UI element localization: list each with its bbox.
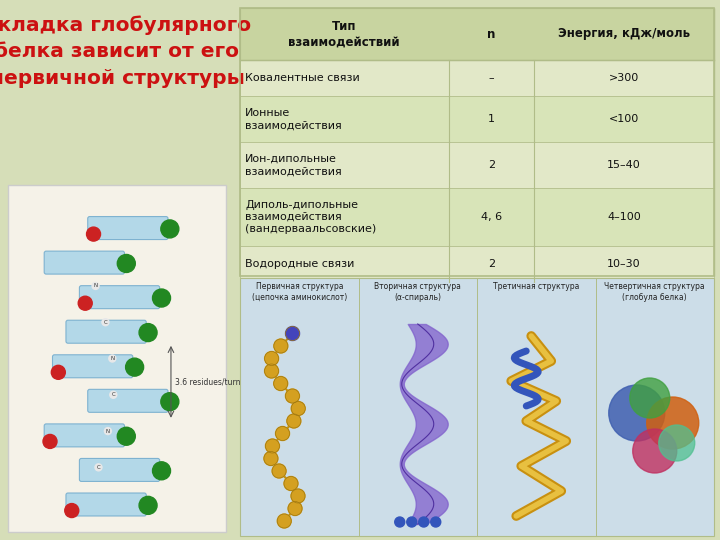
FancyBboxPatch shape — [66, 320, 146, 343]
Bar — [240, 188, 714, 246]
Text: Тип
взаимодействий: Тип взаимодействий — [289, 19, 400, 49]
Circle shape — [284, 476, 298, 490]
Bar — [240, 8, 714, 276]
Circle shape — [633, 429, 677, 473]
FancyBboxPatch shape — [44, 424, 125, 447]
Circle shape — [608, 385, 665, 441]
Circle shape — [153, 289, 171, 307]
Text: N: N — [110, 356, 114, 361]
Text: Ион-дипольные
взаимодействия: Ион-дипольные взаимодействия — [245, 154, 342, 176]
Text: Четвертичная структура
(глобула белка): Четвертичная структура (глобула белка) — [604, 282, 705, 302]
Text: Первичная структура
(цепочка аминокислот): Первичная структура (цепочка аминокислот… — [251, 282, 347, 302]
Circle shape — [95, 464, 102, 471]
Circle shape — [139, 323, 157, 342]
Circle shape — [264, 451, 278, 465]
Circle shape — [110, 392, 117, 399]
Bar — [240, 246, 714, 282]
Circle shape — [92, 282, 99, 289]
Circle shape — [109, 355, 116, 362]
Circle shape — [266, 439, 279, 453]
Text: n: n — [487, 28, 495, 40]
Circle shape — [274, 339, 288, 353]
Circle shape — [102, 319, 109, 326]
Circle shape — [659, 425, 695, 461]
Text: C: C — [112, 392, 115, 397]
Circle shape — [291, 489, 305, 503]
Circle shape — [65, 503, 78, 517]
Circle shape — [161, 393, 179, 411]
FancyBboxPatch shape — [88, 217, 168, 240]
Circle shape — [86, 227, 101, 241]
Circle shape — [139, 496, 157, 515]
FancyBboxPatch shape — [88, 389, 168, 413]
Text: N: N — [106, 429, 110, 434]
Bar — [240, 278, 714, 536]
Circle shape — [117, 254, 135, 273]
Circle shape — [285, 389, 300, 403]
Text: 2: 2 — [487, 160, 495, 170]
FancyBboxPatch shape — [53, 355, 132, 378]
Circle shape — [117, 427, 135, 446]
Bar — [240, 8, 714, 60]
Text: 10–30: 10–30 — [607, 259, 641, 269]
Circle shape — [287, 414, 301, 428]
Circle shape — [272, 464, 286, 478]
Text: 15–40: 15–40 — [607, 160, 641, 170]
Text: Укладка глобулярного
белка зависит от его
первичной структуры: Укладка глобулярного белка зависит от ег… — [0, 15, 251, 87]
Text: <100: <100 — [609, 114, 639, 124]
Circle shape — [274, 376, 288, 390]
FancyBboxPatch shape — [79, 286, 160, 309]
Circle shape — [276, 427, 289, 441]
Text: Ионные
взаимодействия: Ионные взаимодействия — [245, 108, 342, 130]
FancyBboxPatch shape — [44, 251, 125, 274]
Circle shape — [291, 402, 305, 415]
Text: 4, 6: 4, 6 — [481, 212, 502, 222]
Bar — [240, 60, 714, 96]
FancyBboxPatch shape — [79, 458, 160, 482]
Circle shape — [161, 220, 179, 238]
Circle shape — [265, 352, 279, 366]
Text: –: – — [488, 73, 494, 83]
Circle shape — [125, 358, 143, 376]
Text: 2: 2 — [487, 259, 495, 269]
Circle shape — [630, 378, 670, 418]
Circle shape — [647, 397, 698, 449]
Text: C: C — [96, 465, 100, 470]
Text: Энергия, кДж/моль: Энергия, кДж/моль — [558, 28, 690, 40]
Text: Ковалентные связи: Ковалентные связи — [245, 73, 360, 83]
Circle shape — [78, 296, 92, 310]
Circle shape — [288, 502, 302, 516]
Text: Диполь-дипольные
взаимодействия
(вандерваальсовские): Диполь-дипольные взаимодействия (вандерв… — [245, 200, 377, 234]
Circle shape — [419, 517, 428, 527]
Circle shape — [153, 462, 171, 480]
Text: 3.6 residues/turn: 3.6 residues/turn — [175, 377, 240, 386]
Circle shape — [104, 428, 112, 435]
Circle shape — [395, 517, 405, 527]
Circle shape — [286, 327, 300, 341]
Bar — [240, 8, 714, 276]
Circle shape — [43, 435, 57, 448]
Circle shape — [264, 364, 279, 378]
Text: 4–100: 4–100 — [607, 212, 641, 222]
FancyBboxPatch shape — [66, 493, 146, 516]
Circle shape — [277, 514, 292, 528]
Text: Вторичная структура
(α-спираль): Вторичная структура (α-спираль) — [374, 282, 462, 302]
Bar — [240, 142, 714, 188]
Text: 1: 1 — [487, 114, 495, 124]
Text: C: C — [104, 320, 107, 325]
Bar — [240, 96, 714, 142]
Bar — [8, 185, 226, 532]
Text: Третичная структура: Третичная структура — [493, 282, 580, 291]
Circle shape — [407, 517, 417, 527]
Text: N: N — [94, 284, 98, 288]
Text: Водородные связи: Водородные связи — [245, 259, 354, 269]
Circle shape — [431, 517, 441, 527]
Text: >300: >300 — [609, 73, 639, 83]
Circle shape — [51, 366, 66, 379]
